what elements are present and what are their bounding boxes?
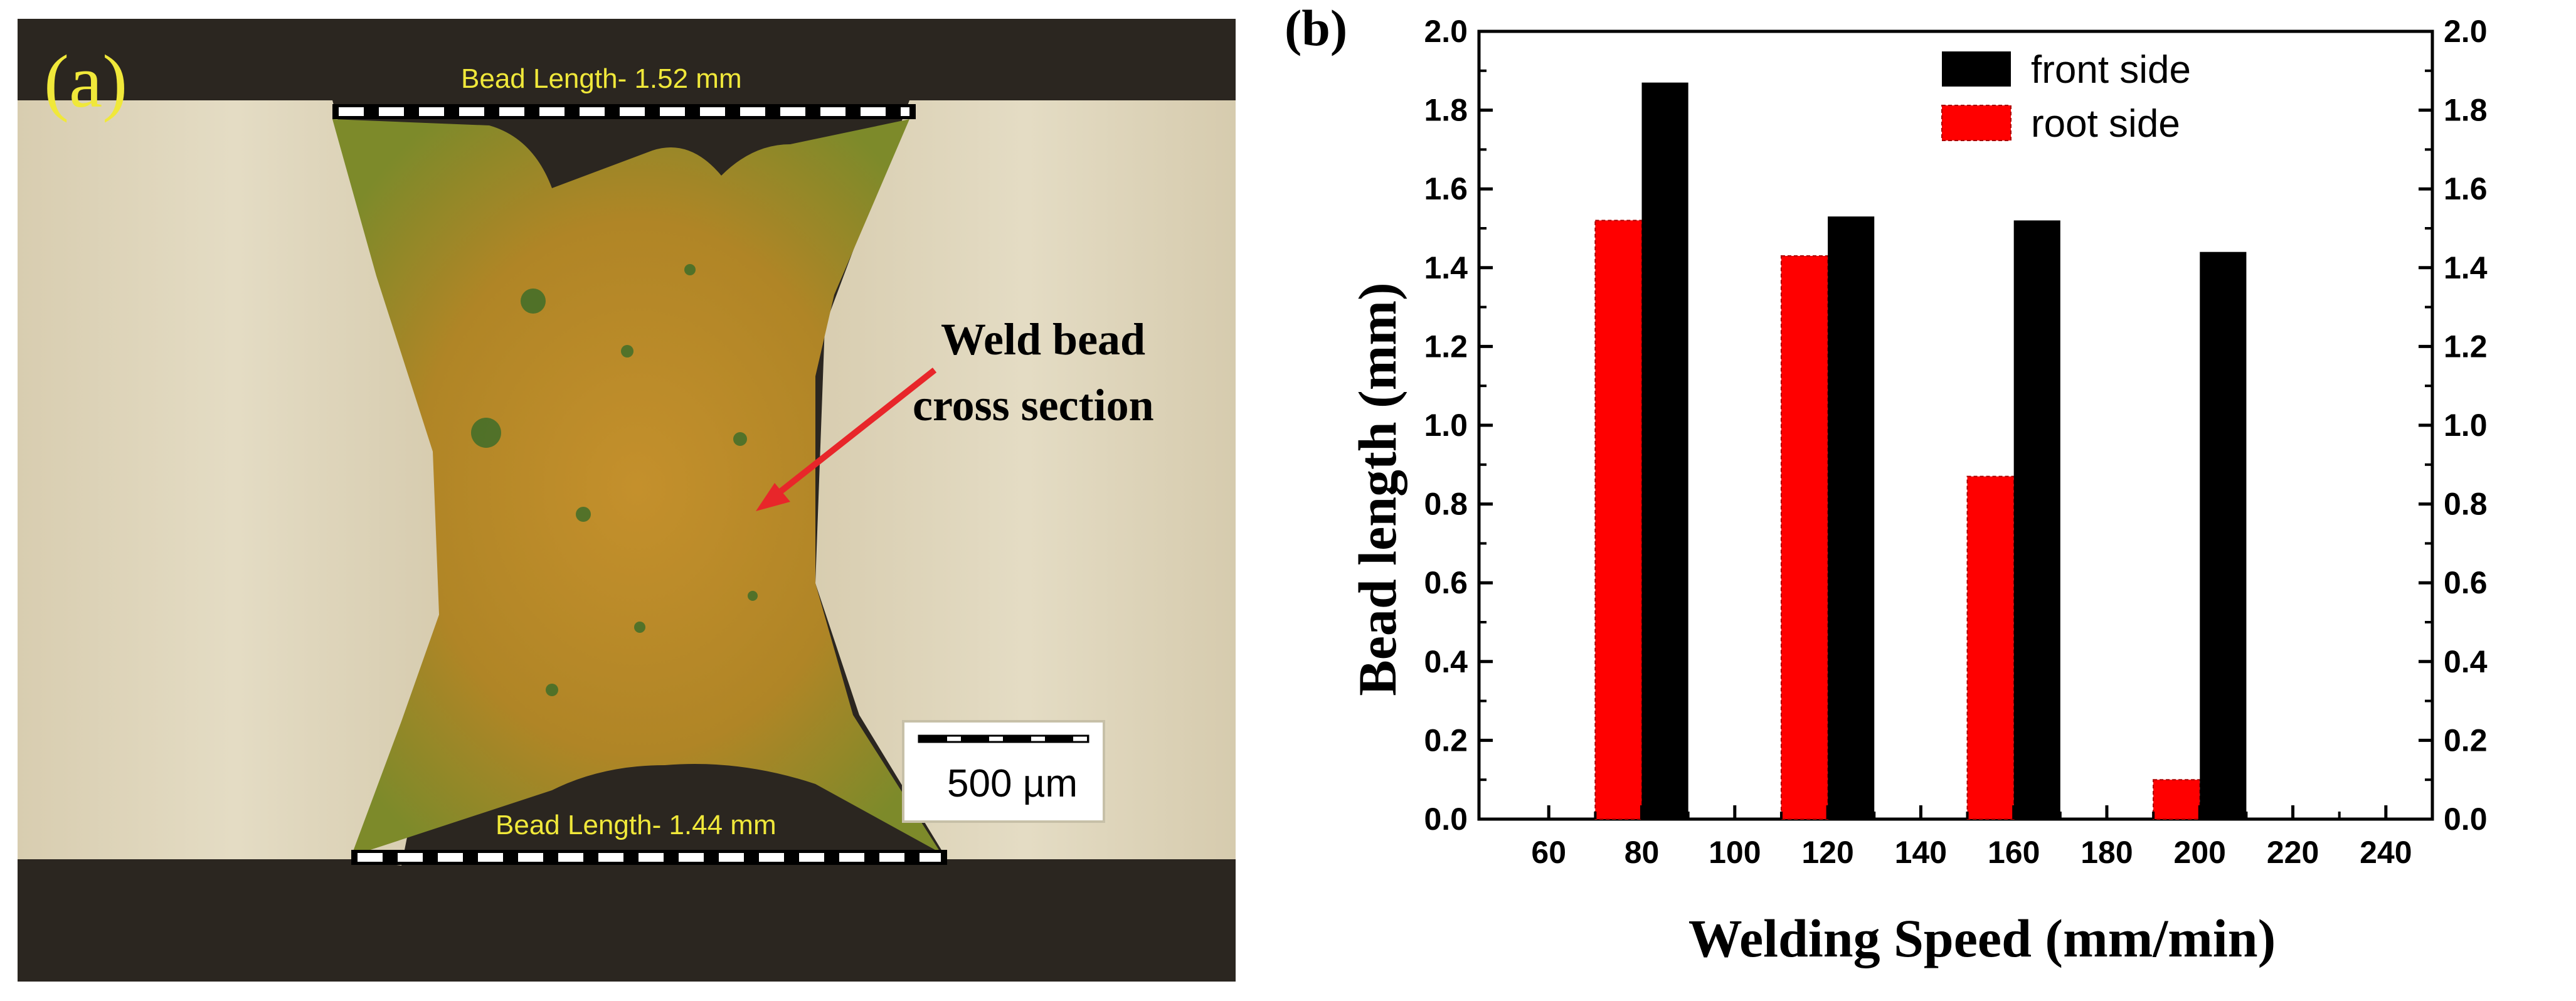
bar-front-side [1828,216,1875,819]
y-tick-label-right: 0.2 [2444,723,2488,758]
y-tick-label-right: 1.2 [2444,329,2488,364]
x-tick-label: 180 [2080,835,2133,870]
y-tick-label-left: 1.4 [1424,250,1468,285]
y-tick-label-left: 1.6 [1424,171,1468,206]
y-tick-label-left: 2.0 [1424,14,1468,49]
y-tick-label-left: 0.2 [1424,723,1468,758]
y-tick-label-left: 0.0 [1424,802,1468,837]
annotation-arrowhead [756,483,790,511]
x-tick-label: 220 [2267,835,2319,870]
bar-root-side [2153,779,2201,820]
y-tick-label-right: 1.8 [2444,93,2488,128]
legend-label-front: front side [2031,48,2191,92]
legend-swatch-front [1942,51,2011,87]
bar-root-side [1594,220,1643,820]
y-tick-label-right: 0.8 [2444,487,2488,522]
y-tick-label-left: 1.8 [1424,93,1468,128]
weld-speckles [471,264,758,696]
bar-front-side [2013,220,2060,819]
y-axis-label: Bead length (mm) [1347,282,1407,696]
micrograph-panel: (a) Bead Length- 1.52 mm Bead Length- 1.… [0,0,1254,998]
panel-b-label: (b) [1285,0,1347,56]
x-tick-label: 100 [1709,835,1761,870]
x-tick-label: 200 [2174,835,2226,870]
y-tick-label-left: 1.0 [1424,408,1468,443]
x-tick-label: 160 [1988,835,2040,870]
bottom-bead-length-label: Bead Length- 1.44 mm [496,810,777,840]
x-tick-label: 120 [1801,835,1853,870]
y-tick-label-left: 0.4 [1424,644,1468,679]
annotation-weld-bead: Weld bead [941,314,1145,364]
weld-micrograph: (a) Bead Length- 1.52 mm Bead Length- 1.… [18,19,1236,982]
y-tick-label-right: 0.6 [2444,565,2488,600]
bar-front-side [1641,82,1688,819]
legend-label-root: root side [2031,102,2180,146]
x-tick-label: 80 [1625,835,1660,870]
y-tick-label-left: 0.8 [1424,487,1468,522]
x-tick-label: 240 [2360,835,2412,870]
y-tick-label-right: 0.4 [2444,644,2488,679]
top-bead-length-label: Bead Length- 1.52 mm [461,63,742,94]
bead-length-chart: (b) 0.0 0.0 0.2 0.2 0.4 0.4 0.6 0.6 0.8 0.8 1.0 1.0… [1285,0,2488,968]
y-tick-label-right: 1.4 [2444,250,2488,285]
legend: front side root side [1936,38,2264,152]
annotation-cross-section: cross section [913,380,1154,430]
scale-bar: 500 µm [902,720,1105,823]
y-tick-label-right: 1.6 [2444,171,2488,206]
annotation-arrow-shaft [769,368,937,501]
x-tick-label: 60 [1531,835,1566,870]
bar-root-side [1966,475,2015,820]
y-tick-label-left: 1.2 [1424,329,1468,364]
scale-bar-label: 500 µm [947,762,1078,805]
weld-bead-cross-section [332,119,941,856]
base-metal-right [815,100,1236,859]
y-tick-label-left: 0.6 [1424,565,1468,600]
chart-panel: (b) 0.0 0.0 0.2 0.2 0.4 0.4 0.6 0.6 0.8 0.8 1.0 1.0… [1254,0,2576,998]
y-tick-label-right: 0.0 [2444,802,2488,837]
y-tick-label-right: 2.0 [2444,14,2488,49]
legend-swatch-root [1941,105,2012,141]
panel-a-label: (a) [44,40,127,123]
x-axis-label: Welding Speed (mm/min) [1688,908,2276,968]
bar-root-side [1780,255,1829,820]
bar-front-side [2200,252,2247,819]
y-tick-label-right: 1.0 [2444,408,2488,443]
base-metal-left [18,100,452,866]
x-tick-label: 140 [1895,835,1947,870]
